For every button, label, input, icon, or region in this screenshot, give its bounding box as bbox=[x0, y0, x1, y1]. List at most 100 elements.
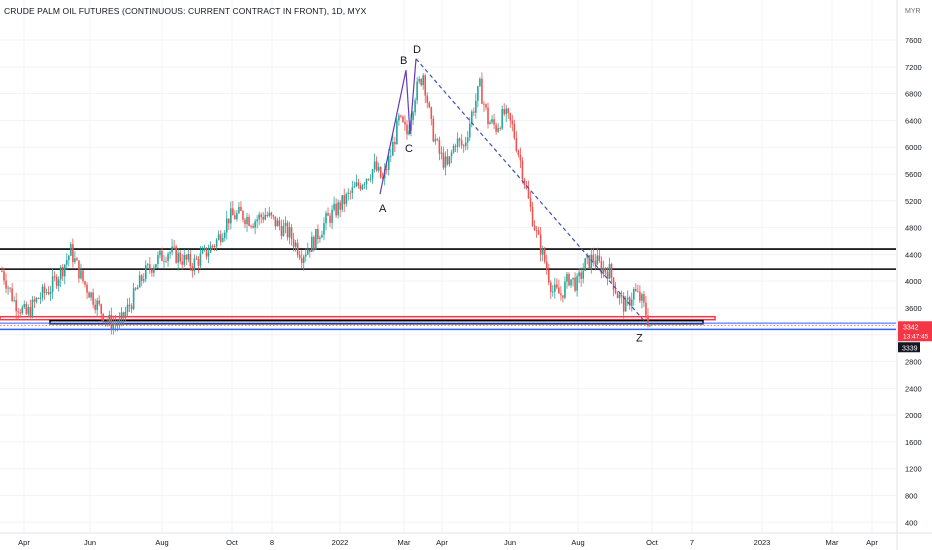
candle-body bbox=[76, 258, 78, 261]
candle-body bbox=[228, 218, 230, 224]
candle-body bbox=[475, 100, 477, 113]
candle-body bbox=[37, 298, 40, 299]
candle-body bbox=[361, 185, 364, 190]
candle-body bbox=[594, 260, 597, 265]
countdown-value: 13:47:45 bbox=[903, 333, 929, 340]
candle-body bbox=[209, 245, 212, 253]
candle-body bbox=[412, 112, 414, 121]
candle-body bbox=[205, 247, 208, 257]
candle-body bbox=[282, 225, 285, 237]
candle-body bbox=[185, 254, 188, 260]
candle-body bbox=[74, 258, 76, 263]
candle-body bbox=[118, 319, 121, 326]
candle-body bbox=[355, 182, 358, 187]
candle-body bbox=[442, 152, 445, 168]
candle-body bbox=[483, 103, 485, 105]
candle-body bbox=[33, 299, 36, 302]
candle-body bbox=[92, 292, 94, 305]
x-tick-label: Aug bbox=[571, 538, 584, 547]
candle-body bbox=[149, 264, 151, 270]
y-tick-label: 6400 bbox=[905, 116, 922, 125]
candle-body bbox=[311, 236, 313, 252]
candle-body bbox=[547, 269, 550, 283]
time-axis[interactable]: Apr Jun Aug Oct 8 2022 Mar Apr Jun Aug Oct 7 2023 Mar… bbox=[0, 532, 932, 547]
candle-body bbox=[41, 286, 44, 298]
candle-body bbox=[649, 325, 651, 327]
candle-body bbox=[566, 273, 568, 282]
candle-body bbox=[197, 259, 200, 266]
candle-body bbox=[426, 95, 429, 103]
candle-body bbox=[177, 252, 179, 263]
red-zone bbox=[0, 315, 716, 321]
candle-body bbox=[434, 139, 437, 142]
candle-body bbox=[545, 261, 548, 270]
candle-body bbox=[90, 292, 92, 298]
last-price-tag bbox=[898, 321, 932, 342]
pattern-label-b: B bbox=[400, 55, 407, 67]
candle-body bbox=[147, 264, 149, 266]
candle-body bbox=[600, 261, 603, 274]
candle-body bbox=[120, 312, 123, 320]
candle-body bbox=[157, 255, 159, 265]
candle-body bbox=[517, 150, 520, 155]
candle-body bbox=[31, 299, 34, 317]
pattern-label-z: Z bbox=[636, 332, 643, 344]
candle-body bbox=[402, 116, 404, 122]
candles-layer bbox=[1, 72, 651, 335]
candle-body bbox=[604, 267, 607, 272]
candle-body bbox=[238, 206, 240, 214]
candle-body bbox=[554, 284, 556, 292]
price-labels-layer: 3342 13:47:45 3339 bbox=[898, 321, 932, 353]
candle-body bbox=[543, 248, 546, 262]
candle-body bbox=[343, 195, 346, 205]
y-tick-label: 3600 bbox=[905, 304, 922, 313]
candle-body bbox=[254, 221, 256, 228]
y-tick-label: 1600 bbox=[905, 438, 922, 447]
candle-body bbox=[511, 120, 514, 124]
candle-body bbox=[276, 220, 279, 227]
candle-body bbox=[414, 100, 416, 113]
candle-body bbox=[264, 214, 267, 220]
candle-body bbox=[477, 86, 479, 101]
candle-body bbox=[610, 264, 613, 278]
y-tick-label: 400 bbox=[905, 518, 918, 527]
price-axis[interactable]: MYR4008001200160020002400280032003600400… bbox=[896, 0, 922, 550]
candle-body bbox=[436, 139, 439, 140]
y-tick-label: 800 bbox=[905, 492, 918, 501]
candle-body bbox=[606, 271, 609, 279]
candle-body bbox=[635, 288, 637, 291]
black-zone bbox=[49, 319, 704, 325]
candle-body bbox=[138, 275, 141, 288]
candle-body bbox=[381, 177, 384, 179]
candle-body bbox=[570, 279, 572, 286]
candle-body bbox=[351, 187, 354, 194]
candle-body bbox=[456, 138, 459, 147]
candle-body bbox=[503, 109, 505, 115]
candle-body bbox=[179, 252, 181, 262]
zone-layer bbox=[0, 315, 716, 325]
candle-body bbox=[23, 303, 26, 308]
candle-body bbox=[27, 307, 30, 314]
candle-body bbox=[481, 78, 483, 104]
candle-body bbox=[294, 242, 297, 247]
candle-body bbox=[333, 203, 335, 210]
grid-lines bbox=[0, 0, 896, 533]
candle-body bbox=[387, 156, 390, 170]
pattern-leg-dz bbox=[415, 58, 649, 326]
candle-body bbox=[78, 260, 80, 279]
candle-body bbox=[473, 111, 475, 113]
x-tick-label: Oct bbox=[226, 538, 239, 547]
y-tick-label: 6000 bbox=[905, 143, 922, 152]
candle-body bbox=[598, 255, 601, 262]
candle-body bbox=[568, 273, 570, 286]
candle-body bbox=[515, 138, 518, 151]
candle-body bbox=[549, 282, 552, 293]
candle-body bbox=[142, 279, 145, 281]
candle-body bbox=[225, 218, 228, 233]
y-tick-label: 5600 bbox=[905, 170, 922, 179]
candle-body bbox=[460, 140, 463, 146]
candle-body bbox=[88, 292, 90, 298]
candle-body bbox=[321, 234, 323, 238]
candle-body bbox=[173, 246, 175, 248]
